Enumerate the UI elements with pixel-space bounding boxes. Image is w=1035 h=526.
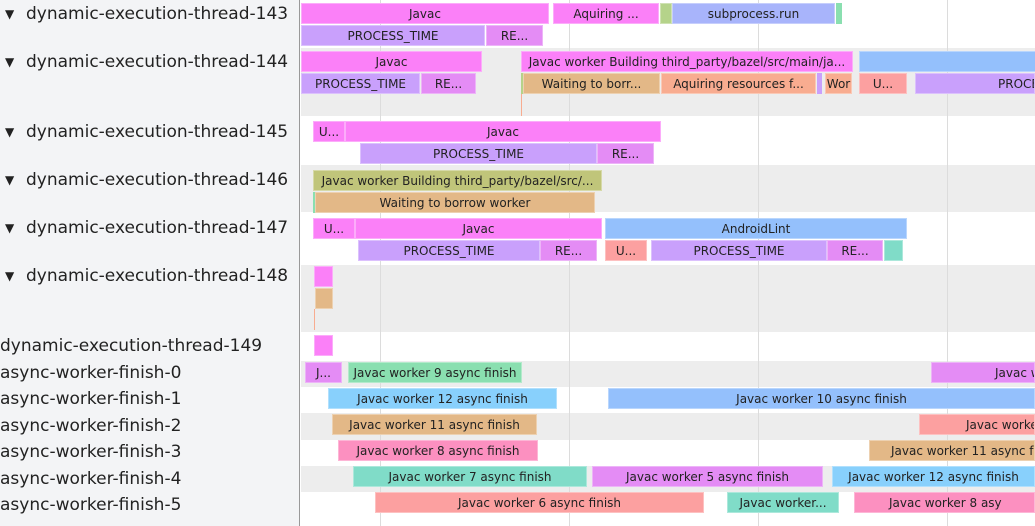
trace-slice[interactable]: RE... <box>597 143 654 164</box>
track-name[interactable]: dynamic-execution-thread-149 <box>0 336 263 356</box>
trace-slice[interactable] <box>660 3 672 24</box>
triangle-down-icon[interactable]: ▼ <box>5 7 15 21</box>
grid-line <box>758 0 759 526</box>
trace-slice[interactable]: PROCESS_TIME <box>358 240 540 261</box>
trace-slice[interactable]: PROCESS_TIME <box>360 143 597 164</box>
track-names-panel: ▼ dynamic-execution-thread-143 ▼ dynamic-ex… <box>0 0 300 526</box>
trace-slice[interactable]: Javac worker... <box>727 492 839 513</box>
trace-slice[interactable]: RE... <box>827 240 883 261</box>
trace-slice[interactable]: RE... <box>540 240 597 261</box>
trace-slice[interactable]: PROCESS_TIME <box>651 240 827 261</box>
track-background <box>301 265 1035 332</box>
trace-slice[interactable]: Javac worker Building third_party/bazel/… <box>313 170 602 191</box>
trace-slice[interactable]: RE... <box>486 25 543 46</box>
triangle-down-icon[interactable]: ▼ <box>5 269 15 283</box>
trace-slice[interactable]: Javac <box>301 3 549 24</box>
trace-slice[interactable]: Javac worker 6 async finish <box>375 492 704 513</box>
trace-slice[interactable]: subprocess.run <box>672 3 835 24</box>
grid-line <box>569 0 570 526</box>
trace-slice[interactable]: Wor <box>825 73 852 94</box>
trace-slice[interactable] <box>884 240 903 261</box>
triangle-down-icon[interactable]: ▼ <box>5 221 15 235</box>
instant-marker <box>314 309 315 330</box>
trace-slice[interactable]: U... <box>313 218 355 239</box>
grid-line <box>380 0 381 526</box>
trace-slice[interactable]: U... <box>605 240 647 261</box>
trace-slice[interactable]: U... <box>313 121 345 142</box>
timeline-tracks[interactable]: Javac Aquiring ... subprocess.run PROCESS_T… <box>301 0 1035 526</box>
trace-slice[interactable] <box>315 288 333 309</box>
trace-slice[interactable]: Javac worke <box>919 414 1035 435</box>
track-name[interactable]: dynamic-execution-thread-147 <box>26 218 289 238</box>
trace-slice[interactable]: Javac worker 8 async finish <box>338 440 538 461</box>
track-name[interactable]: async-worker-finish-1 <box>0 389 182 409</box>
track-name[interactable]: async-worker-finish-3 <box>0 442 182 462</box>
trace-slice[interactable]: Waiting to borrow worker <box>315 192 595 213</box>
trace-slice[interactable]: Javac worker 7 async finish <box>353 466 587 487</box>
trace-slice[interactable] <box>313 192 315 213</box>
trace-slice[interactable]: PROCE <box>915 73 1035 94</box>
trace-slice[interactable]: Javac worker 10 async finish <box>608 388 1035 409</box>
trace-slice[interactable]: Javac <box>355 218 602 239</box>
trace-slice[interactable]: Ar <box>859 51 1035 72</box>
track-name[interactable]: dynamic-execution-thread-144 <box>26 52 289 72</box>
trace-slice[interactable]: Javac worker 11 async f <box>869 440 1035 461</box>
triangle-down-icon[interactable]: ▼ <box>5 173 15 187</box>
triangle-down-icon[interactable]: ▼ <box>5 125 15 139</box>
track-name[interactable]: dynamic-execution-thread-148 <box>26 266 289 286</box>
track-name[interactable]: async-worker-finish-0 <box>0 363 182 383</box>
trace-slice[interactable]: Javac <box>301 51 482 72</box>
trace-slice[interactable]: Javac worker 5 async finish <box>592 466 823 487</box>
trace-slice[interactable] <box>314 335 333 356</box>
instant-marker <box>521 94 522 116</box>
trace-slice[interactable]: PROCESS_TIME <box>301 25 485 46</box>
trace-slice[interactable]: Aquiring ... <box>553 3 659 24</box>
track-name[interactable]: dynamic-execution-thread-146 <box>26 170 289 190</box>
trace-slice[interactable] <box>521 73 523 94</box>
track-name[interactable]: dynamic-execution-thread-145 <box>26 122 289 142</box>
trace-slice[interactable]: Javac worker 12 async finish <box>328 388 557 409</box>
trace-slice[interactable]: AndroidLint <box>605 218 907 239</box>
trace-slice[interactable] <box>836 3 842 24</box>
trace-slice[interactable]: RE... <box>421 73 476 94</box>
trace-slice[interactable]: J... <box>305 362 342 383</box>
grid-line <box>947 0 948 526</box>
trace-slice[interactable]: Javac worker 11 async finish <box>332 414 537 435</box>
trace-slice[interactable]: Javac worker Building third_party/bazel/… <box>521 51 853 72</box>
trace-slice[interactable]: Javac <box>345 121 661 142</box>
triangle-down-icon[interactable]: ▼ <box>5 55 15 69</box>
track-name[interactable]: async-worker-finish-4 <box>0 469 182 489</box>
trace-slice[interactable]: Javac worker 12 async finish <box>832 466 1035 487</box>
trace-slice[interactable]: Aquiring resources f... <box>661 73 816 94</box>
trace-slice[interactable]: Javac worker 8 asy <box>854 492 1035 513</box>
trace-slice[interactable]: Javac worker 9 async finish <box>348 362 522 383</box>
track-name[interactable]: async-worker-finish-5 <box>0 495 182 515</box>
track-name[interactable]: dynamic-execution-thread-143 <box>26 4 289 24</box>
track-name[interactable]: async-worker-finish-2 <box>0 416 182 436</box>
trace-slice[interactable]: Waiting to borr... <box>523 73 660 94</box>
trace-slice[interactable]: Javac w <box>931 362 1035 383</box>
trace-slice[interactable] <box>314 266 333 287</box>
trace-slice[interactable]: U... <box>859 73 907 94</box>
trace-slice[interactable] <box>817 73 822 94</box>
trace-slice[interactable]: PROCESS_TIME <box>301 73 420 94</box>
